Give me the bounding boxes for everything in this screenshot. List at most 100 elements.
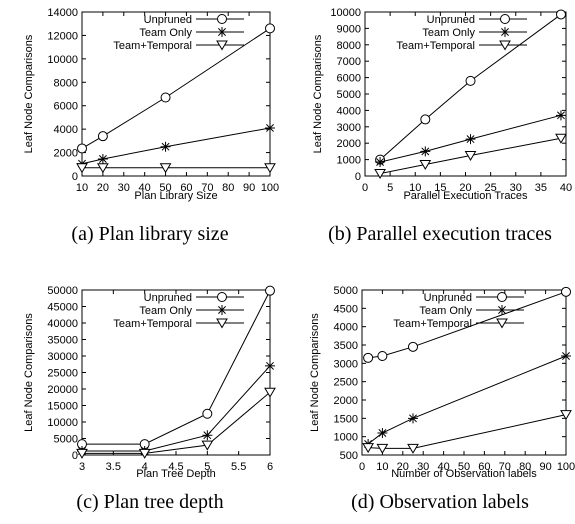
data-point-team-only — [375, 157, 386, 168]
y-tick-label: 5000 — [54, 434, 78, 446]
x-tick-label: 4.5 — [168, 461, 183, 473]
x-tick-label: 100 — [261, 182, 279, 194]
y-tick-label: 35000 — [47, 335, 78, 347]
data-point-team-only — [420, 146, 431, 157]
legend-marker — [497, 292, 507, 302]
data-point-team-temporal — [76, 163, 88, 174]
legend-label: Team+Temporal — [396, 40, 475, 52]
legend-marker — [496, 318, 508, 329]
y-tick-label: 6000 — [54, 101, 78, 113]
y-axis-label: Leaf Node Comparisons — [23, 34, 35, 153]
x-tick-label: 20 — [397, 461, 409, 473]
y-tick-label: 1500 — [334, 413, 358, 425]
data-point-team-temporal — [264, 163, 276, 174]
chart-panel-1 — [76, 11, 276, 177]
data-point-team-only — [160, 141, 171, 152]
y-tick-label: 45000 — [47, 302, 78, 314]
y-tick-label: 15000 — [47, 401, 78, 413]
y-tick-label: 2000 — [334, 395, 358, 407]
x-tick-label: 3 — [79, 461, 85, 473]
data-point-team-temporal — [374, 169, 386, 180]
legend-marker — [497, 305, 507, 315]
legend-label: Team Only — [419, 305, 472, 317]
x-tick-label: 10 — [376, 461, 388, 473]
series-line-team-only — [81, 127, 271, 165]
data-point-team-only — [561, 351, 571, 361]
x-tick-label: 40 — [560, 182, 572, 194]
y-tick-label: 2500 — [334, 377, 358, 389]
data-point-team-only — [97, 154, 108, 165]
y-tick-label: 5000 — [337, 89, 361, 101]
x-tick-label: 40 — [139, 182, 151, 194]
legend-marker — [216, 40, 228, 51]
data-point-team-only — [265, 360, 275, 371]
series-line-unpruned — [82, 290, 271, 445]
y-tick-label: 8000 — [54, 77, 78, 89]
legend-marker — [216, 318, 228, 329]
y-tick-label: 10000 — [47, 417, 78, 429]
y-tick-label: 4000 — [334, 322, 358, 334]
data-point-team-only — [202, 430, 213, 441]
series-line-team-only — [379, 114, 562, 163]
y-tick-label: 0 — [355, 171, 361, 183]
data-point-team-temporal — [138, 448, 151, 459]
chart-panel-3 — [76, 285, 276, 459]
figure-caption: (d) Observation labels — [351, 491, 529, 513]
data-point-team-temporal — [376, 443, 389, 454]
x-tick-label: 0 — [362, 182, 368, 194]
y-tick-label: 1000 — [334, 432, 358, 444]
y-tick-label: 3000 — [337, 122, 361, 134]
data-point-unpruned — [160, 92, 171, 103]
data-point-unpruned — [97, 131, 108, 142]
series-line-unpruned — [368, 291, 567, 359]
x-tick-label: 3.5 — [106, 461, 121, 473]
data-point-unpruned — [77, 143, 87, 154]
legend-label: Team+Temporal — [113, 318, 192, 330]
x-tick-label: 5 — [387, 182, 393, 194]
x-tick-label: 4 — [142, 461, 148, 473]
legend-label: Team+Temporal — [393, 318, 472, 330]
x-tick-label: 50 — [458, 461, 470, 473]
x-tick-label: 25 — [485, 182, 497, 194]
x-tick-label: 60 — [478, 461, 490, 473]
data-point-team-temporal — [419, 160, 432, 171]
series-line-unpruned — [379, 14, 562, 160]
y-tick-label: 30000 — [47, 351, 78, 363]
x-tick-label: 5.5 — [231, 461, 246, 473]
y-tick-label: 2000 — [54, 148, 78, 160]
y-tick-label: 14000 — [47, 7, 78, 19]
y-tick-label: 4000 — [54, 124, 78, 136]
y-tick-label: 7000 — [337, 56, 361, 68]
y-tick-label: 10000 — [330, 7, 361, 19]
legend-label: Team+Temporal — [113, 40, 192, 52]
plot-frame — [81, 11, 271, 177]
x-tick-label: 35 — [535, 182, 547, 194]
x-tick-label: 30 — [118, 182, 130, 194]
data-point-team-only — [377, 428, 388, 438]
data-point-unpruned — [555, 9, 566, 20]
data-point-team-only — [265, 122, 275, 133]
x-tick-label: 100 — [557, 461, 575, 473]
y-tick-label: 6000 — [337, 73, 361, 85]
x-tick-label: 30 — [417, 461, 429, 473]
y-tick-label: 0 — [72, 450, 78, 462]
legend-label: Team Only — [139, 27, 192, 39]
x-tick-label: 40 — [437, 461, 449, 473]
series-line-team-only — [367, 355, 567, 445]
legend-marker — [500, 27, 510, 37]
y-tick-label: 50000 — [47, 285, 78, 297]
x-tick-label: 5 — [204, 461, 210, 473]
x-tick-label: 50 — [159, 182, 171, 194]
y-tick-label: 9000 — [337, 23, 361, 35]
data-point-unpruned — [561, 286, 571, 297]
x-tick-label: 90 — [539, 461, 551, 473]
figure-caption: (c) Plan tree depth — [76, 491, 223, 513]
x-tick-label: 10 — [409, 182, 421, 194]
data-point-unpruned — [465, 75, 476, 86]
x-tick-label: 20 — [459, 182, 471, 194]
legend-label: Unpruned — [144, 292, 192, 304]
series-line-team-only — [82, 365, 271, 452]
y-tick-label: 10000 — [47, 54, 78, 66]
legend-label: Team Only — [139, 305, 192, 317]
